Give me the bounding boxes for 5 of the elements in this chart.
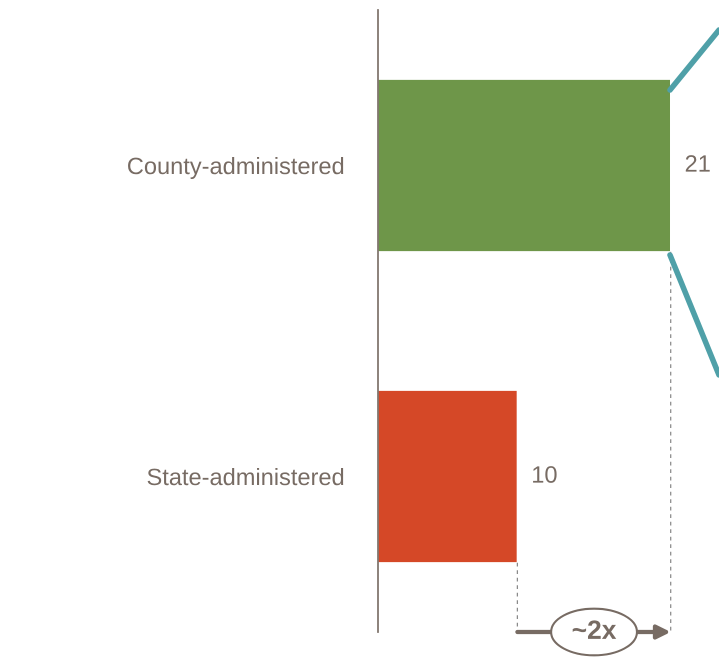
y-tick-label: County-administered (128, 156, 344, 179)
annotation: ~2x (572, 620, 616, 639)
data-label: 21 (686, 155, 710, 172)
data-label: 10 (533, 466, 557, 483)
y-tick-label: State-administered (148, 468, 344, 486)
